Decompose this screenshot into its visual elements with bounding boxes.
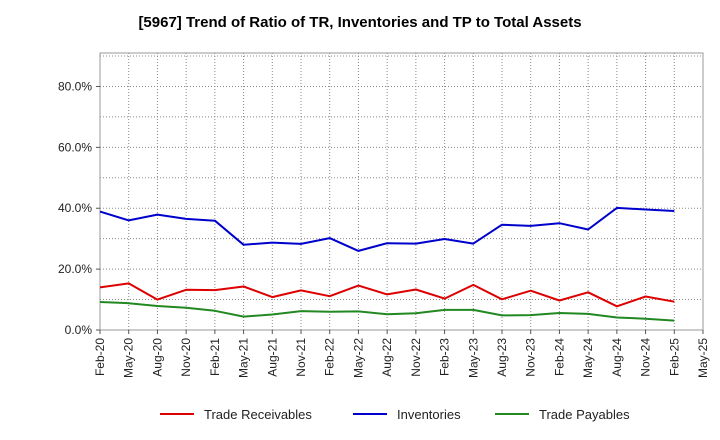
legend-label: Inventories [397, 407, 461, 422]
x-tick-label: May-25 [696, 338, 710, 378]
x-tick-label: May-24 [581, 338, 595, 378]
x-tick-label: Feb-24 [552, 338, 566, 376]
x-tick-label: Aug-20 [150, 338, 164, 377]
x-tick-label: Feb-20 [93, 338, 107, 376]
x-tick-label: Feb-22 [323, 338, 337, 376]
x-tick-label: Aug-21 [265, 338, 279, 377]
series-line-trade-payables [99, 301, 675, 322]
x-tick-label: Nov-24 [639, 338, 653, 377]
x-axis-ticks: Feb-20 May-20 Aug-20 Nov-20 Feb-21 May-21 Aug-… [93, 330, 710, 378]
series-line-trade-receivables [99, 282, 675, 308]
y-tick-label: 80.0% [58, 79, 92, 93]
x-tick-label: Feb-23 [438, 338, 452, 376]
x-tick-label: Aug-23 [495, 338, 509, 377]
y-tick-label: 40.0% [58, 201, 92, 215]
chart-title: [5967] Trend of Ratio of TR, Inventories… [138, 14, 582, 31]
x-tick-label: May-22 [351, 338, 365, 378]
legend-label: Trade Receivables [204, 407, 312, 422]
x-tick-label: May-21 [237, 338, 251, 378]
x-tick-label: Aug-24 [610, 338, 624, 377]
legend-label: Trade Payables [539, 407, 630, 422]
legend: Trade Receivables Inventories Trade Payabl… [160, 407, 630, 422]
x-tick-label: May-20 [122, 338, 136, 378]
x-tick-label: Feb-25 [667, 338, 681, 376]
grid-lines [100, 53, 703, 330]
y-tick-label: 0.0% [65, 323, 93, 337]
y-tick-label: 20.0% [58, 262, 92, 276]
x-tick-label: May-23 [466, 338, 480, 378]
plot-area-border [99, 52, 704, 331]
x-tick-label: Feb-21 [208, 338, 222, 376]
x-tick-label: Nov-22 [409, 338, 423, 377]
series-line-inventories [99, 206, 675, 252]
x-tick-label: Nov-23 [524, 338, 538, 377]
x-tick-label: Nov-21 [294, 338, 308, 377]
series-lines [99, 206, 675, 322]
x-tick-label: Aug-22 [380, 338, 394, 377]
y-axis-ticks: 0.0% 20.0% 40.0% 60.0% 80.0% [58, 79, 100, 337]
y-tick-label: 60.0% [58, 140, 92, 154]
x-tick-label: Nov-20 [179, 338, 193, 377]
